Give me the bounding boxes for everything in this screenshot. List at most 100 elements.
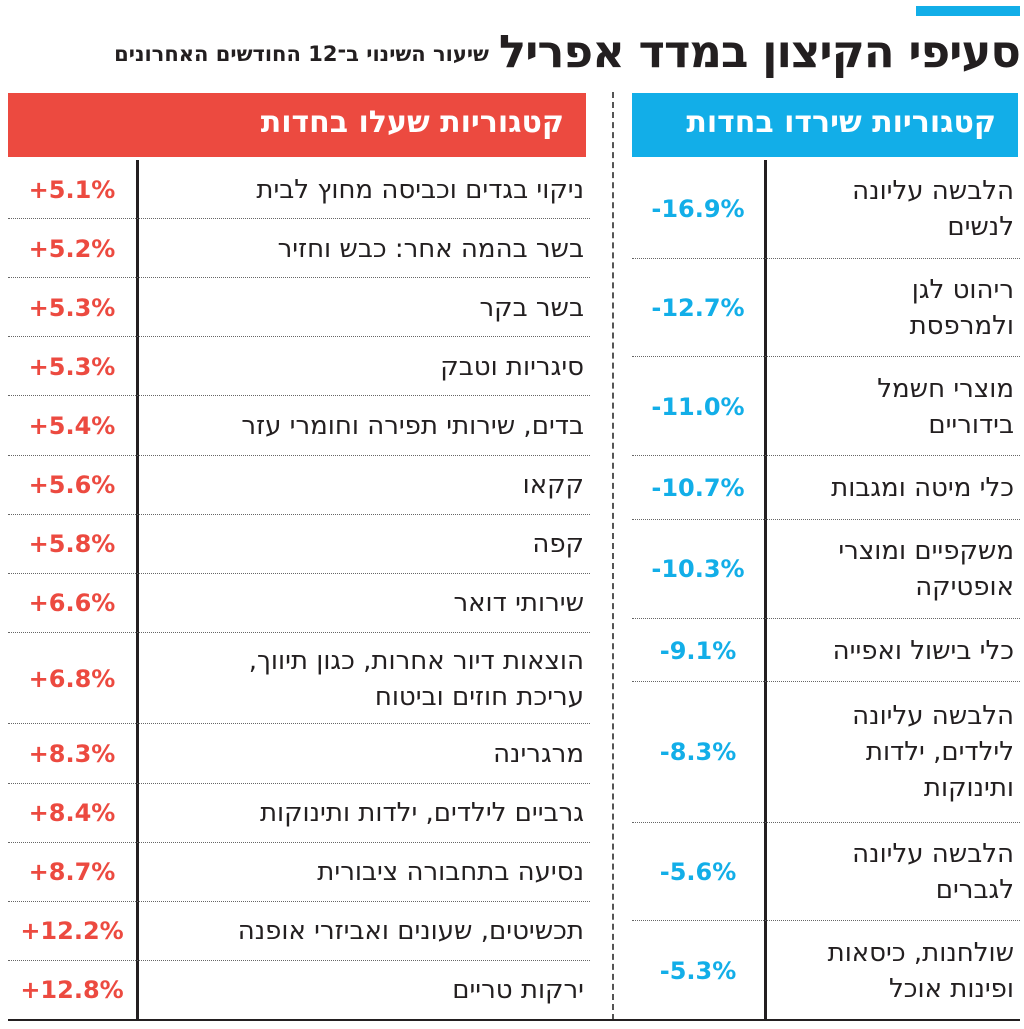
fell-row: מוצרי חשמל בידוריים -11.0% xyxy=(632,357,1020,457)
rose-row-label: נסיעה בתחבורה ציבורית xyxy=(317,857,584,888)
rose-row-value: +5.6% xyxy=(28,471,116,500)
fell-row: כלי מיטה ומגבות -10.7% xyxy=(632,456,1020,520)
rose-row-label: בדים, שירותי תפירה וחומרי עזר xyxy=(241,410,584,441)
fell-header: קטגוריות שירדו בחדות xyxy=(632,93,1018,157)
fell-row-value: -12.7% xyxy=(651,294,745,323)
fell-row: ריהוט לגן ולמרפסת -12.7% xyxy=(632,259,1020,358)
fell-row-value: -11.0% xyxy=(651,392,745,421)
rose-row-separator xyxy=(8,900,590,902)
fell-row-value: -9.1% xyxy=(659,636,737,665)
rose-row-value: +6.6% xyxy=(28,589,116,618)
rose-row-label: גרביים לילדים, ילדות ותינוקות xyxy=(259,798,584,829)
rose-row: ניקוי בגדים וכביסה מחוץ לבית +5.1% xyxy=(8,160,590,220)
rose-row: הוצאות דיור אחרות, כגון תיווך, עריכת חוזי… xyxy=(8,633,590,725)
fell-row-separator xyxy=(632,617,1020,619)
rose-table-rule xyxy=(136,160,139,1020)
rose-row-value: +8.4% xyxy=(28,799,116,828)
rose-row-value: +5.8% xyxy=(28,530,116,559)
fell-row-separator xyxy=(632,681,1020,683)
rose-row-label: בשר בקר xyxy=(479,292,584,323)
rose-row-label: ירקות טריים xyxy=(452,975,584,1006)
rose-row: גרביים לילדים, ילדות ותינוקות +8.4% xyxy=(8,784,590,843)
rose-row-value: +5.1% xyxy=(28,175,116,204)
fell-row: הלבשה עליונה לגברים -5.6% xyxy=(632,823,1020,922)
rose-row-label: תכשיטים, שעונים ואביזרי אופנה xyxy=(237,916,584,947)
rose-row-label: סיגריות וטבק xyxy=(440,351,584,382)
rose-row-value: +8.3% xyxy=(28,740,116,768)
rose-row-label: קפה xyxy=(532,529,584,560)
rose-row: ירקות טריים +12.8% xyxy=(8,961,590,1020)
rose-row: נסיעה בתחבורה ציבורית +8.7% xyxy=(8,843,590,902)
fell-row-value: -10.7% xyxy=(651,474,745,503)
chart-subtitle: שיעור השינוי ב־12 החודשים האחרונים xyxy=(114,42,489,66)
fell-row-label: הלבשה עליונה לגברים xyxy=(852,838,1014,905)
rose-row-value: +5.2% xyxy=(28,234,116,263)
rose-row-value: +12.2% xyxy=(20,917,124,946)
fell-row-separator xyxy=(632,257,1020,259)
rose-row-value: +5.4% xyxy=(28,411,116,440)
rose-row: קפה +5.8% xyxy=(8,515,590,574)
fell-row: כלי בישול ואפייה -9.1% xyxy=(632,619,1020,683)
rose-row-separator xyxy=(8,959,590,961)
rose-row: מרגרינה +8.3% xyxy=(8,724,590,784)
rose-row-separator xyxy=(8,572,590,574)
rose-row-separator xyxy=(8,841,590,843)
fell-row: שולחנות, כיסאות ופינות אוכל -5.3% xyxy=(632,921,1020,1020)
bottom-rule xyxy=(8,1019,1020,1021)
fell-row-label: הלבשה עליונה לנשים xyxy=(852,176,1014,243)
fell-row-label: שולחנות, כיסאות ופינות אוכל xyxy=(827,937,1014,1004)
fell-row-value: -8.3% xyxy=(659,738,737,767)
rose-row-label: בשר בהמה אחר: כבש וחזיר xyxy=(277,233,584,264)
rose-row: בשר בהמה אחר: כבש וחזיר +5.2% xyxy=(8,219,590,279)
rose-row-value: +8.7% xyxy=(28,858,116,887)
fell-row-value: -5.6% xyxy=(659,857,737,886)
rose-row: בשר בקר +5.3% xyxy=(8,278,590,338)
rose-row-separator xyxy=(8,454,590,456)
rose-row: תכשיטים, שעונים ואביזרי אופנה +12.2% xyxy=(8,902,590,961)
rose-row-separator xyxy=(8,782,590,784)
fell-row-separator xyxy=(632,455,1020,457)
fell-row-label: כלי בישול ואפייה xyxy=(832,635,1014,666)
rose-row: בדים, שירותי תפירה וחומרי עזר +5.4% xyxy=(8,396,590,456)
rose-row-value: +5.3% xyxy=(28,293,116,322)
rose-row-separator xyxy=(8,336,590,338)
rose-row-label: קקאו xyxy=(522,470,584,501)
fell-row: הלבשה עליונה לנשים -16.9% xyxy=(632,160,1020,259)
rose-row: שירותי דואר +6.6% xyxy=(8,574,590,633)
fell-row-value: -10.3% xyxy=(651,555,745,584)
rose-row: קקאו +5.6% xyxy=(8,456,590,515)
rose-row-separator xyxy=(8,513,590,515)
fell-row-value: -5.3% xyxy=(659,956,737,985)
fell-row-label: כלי מיטה ומגבות xyxy=(831,473,1014,504)
rose-table: ניקוי בגדים וכביסה מחוץ לבית +5.1% בשר בהמ… xyxy=(8,160,590,1020)
chart-title: סעיפי הקיצון במדד אפריל xyxy=(498,25,1021,78)
fell-row: משקפיים ומוצרי אופטיקה -10.3% xyxy=(632,520,1020,619)
fell-row-label: הלבשה עליונה לילדים, ילדות ותינוקות xyxy=(852,701,1014,804)
rose-row-separator xyxy=(8,395,590,397)
accent-bar xyxy=(916,6,1020,16)
fell-table: הלבשה עליונה לנשים -16.9% ריהוט לגן ולמרפסת -… xyxy=(632,160,1020,1020)
rose-row-label: שירותי דואר xyxy=(453,588,585,619)
fell-row-separator xyxy=(632,356,1020,358)
rose-row-label: מרגרינה xyxy=(493,739,584,769)
fell-row-separator xyxy=(632,821,1020,823)
fell-row-label: מוצרי חשמל בידוריים xyxy=(877,373,1014,440)
column-divider xyxy=(612,92,614,1020)
fell-row-label: ריהוט לגן ולמרפסת xyxy=(909,275,1014,342)
fell-table-rule xyxy=(764,160,767,1020)
rose-row-separator xyxy=(8,277,590,279)
fell-row-separator xyxy=(632,920,1020,922)
fell-row: הלבשה עליונה לילדים, ילדות ותינוקות -8.3% xyxy=(632,682,1020,823)
rose-row-value: +12.8% xyxy=(20,976,124,1005)
title-row: סעיפי הקיצון במדד אפריל שיעור השינוי ב־1… xyxy=(0,22,1024,82)
rose-row-separator xyxy=(8,218,590,220)
fell-row-label: משקפיים ומוצרי אופטיקה xyxy=(838,536,1014,603)
rose-row-separator xyxy=(8,723,590,725)
rose-row-value: +6.8% xyxy=(28,664,116,693)
rose-row-label: הוצאות דיור אחרות, כגון תיווך, עריכת חוזי… xyxy=(248,645,584,712)
rose-row-value: +5.3% xyxy=(28,352,116,381)
fell-row-value: -16.9% xyxy=(651,195,745,224)
rose-row-label: ניקוי בגדים וכביסה מחוץ לבית xyxy=(256,174,584,205)
rose-header: קטגוריות שעלו בחדות xyxy=(8,93,586,157)
fell-row-separator xyxy=(632,518,1020,520)
